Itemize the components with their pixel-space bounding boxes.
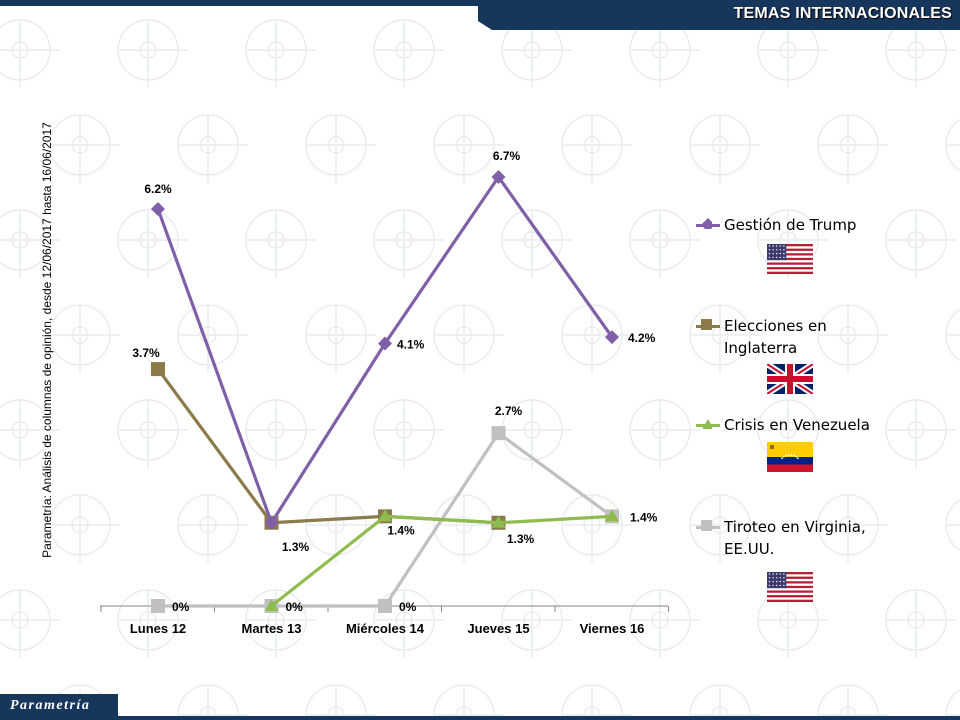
title-banner: TEMAS INTERNACIONALES <box>478 0 960 30</box>
legend-label: Tiroteo en Virginia, EE.UU. <box>724 516 866 560</box>
x-tick-label: Lunes 12 <box>130 621 186 636</box>
data-label: 1.3% <box>507 532 535 546</box>
x-tick-label: Miércoles 14 <box>346 621 425 636</box>
series-line <box>270 514 613 608</box>
data-label: 4.1% <box>397 337 425 351</box>
data-point <box>491 426 506 441</box>
series-line <box>156 368 499 525</box>
x-tick-label: Viernes 16 <box>580 621 645 636</box>
data-point <box>264 515 279 530</box>
legend-label-line: Gestión de Trump <box>724 216 857 234</box>
data-point <box>378 336 392 351</box>
data-point <box>605 509 619 522</box>
legend-marker <box>702 419 712 429</box>
brand-logo-text: Parametría <box>10 698 91 713</box>
legend-marker <box>701 218 712 229</box>
data-label: 2.7% <box>495 404 523 418</box>
legend-marker <box>701 520 712 531</box>
legend-label-line: Tiroteo en Virginia, <box>724 518 866 536</box>
data-point <box>264 599 279 611</box>
legend-label-line: Crisis en Venezuela <box>724 416 870 434</box>
legend-label: Elecciones en Inglaterra <box>724 315 827 359</box>
data-label: 0% <box>286 600 304 614</box>
legend-label-line: Inglaterra <box>724 339 798 357</box>
data-label: 0% <box>172 600 190 614</box>
data-point <box>491 515 506 528</box>
data-label: 1.3% <box>282 540 310 554</box>
data-label: 3.7% <box>132 346 160 360</box>
x-tick-label: Jueves 15 <box>467 621 529 636</box>
bottom-bar <box>118 716 960 720</box>
usa-flag <box>767 244 813 279</box>
data-label: 0% <box>399 600 417 614</box>
data-point <box>378 509 392 522</box>
legend-label-line: EE.UU. <box>724 540 775 558</box>
data-point <box>491 170 506 184</box>
venezuela-flag <box>767 442 813 477</box>
legend-label-line: Elecciones en <box>724 317 827 335</box>
legend-label: Crisis en Venezuela <box>724 414 870 436</box>
data-point <box>151 599 165 613</box>
usa-flag <box>767 572 813 607</box>
data-point <box>378 599 392 613</box>
data-label: 6.7% <box>493 149 521 163</box>
brand-logo: Parametría <box>0 694 118 720</box>
uk-flag <box>765 361 815 399</box>
series-0 <box>151 170 619 530</box>
data-label: 6.2% <box>144 182 172 196</box>
data-label: 1.4% <box>387 523 415 537</box>
x-tick-label: Martes 13 <box>242 621 302 636</box>
legend-marker <box>701 319 712 330</box>
data-point <box>151 362 165 377</box>
data-label: 1.4% <box>630 510 658 524</box>
legend-label: Gestión de Trump <box>724 214 856 236</box>
data-label: 4.2% <box>628 331 656 345</box>
data-point <box>151 202 165 217</box>
page-title: TEMAS INTERNACIONALES <box>733 5 952 22</box>
series-2 <box>264 509 619 611</box>
data-point <box>605 330 619 345</box>
